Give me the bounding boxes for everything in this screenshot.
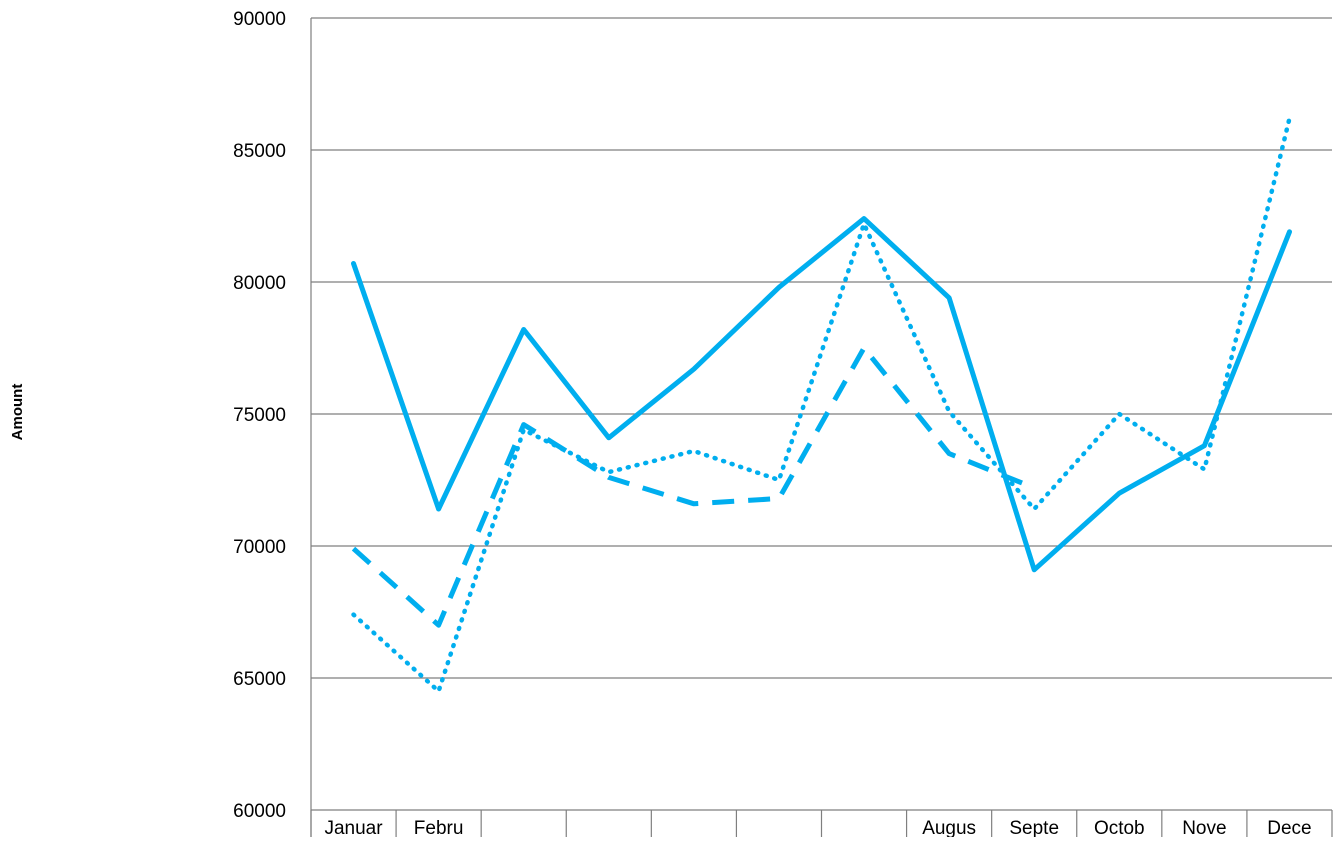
x-tick-label: Nove bbox=[1182, 818, 1226, 837]
y-tick-label: 80000 bbox=[233, 273, 286, 294]
y-tick-label: 75000 bbox=[233, 405, 286, 426]
x-tick-label: Febru bbox=[414, 818, 464, 837]
series-line-dotted bbox=[351, 116, 1292, 694]
y-tick-label: 85000 bbox=[233, 141, 286, 162]
y-tick-label: 60000 bbox=[233, 801, 286, 822]
axes bbox=[310, 18, 1333, 837]
series-line-dashed bbox=[351, 345, 1036, 628]
series-line-solid bbox=[351, 216, 1292, 573]
y-tick-label: 90000 bbox=[233, 9, 286, 30]
axis-labels: Amount 60000 65000 70000 75000 80000 85000 900… bbox=[9, 9, 1312, 839]
series-lines bbox=[351, 116, 1292, 694]
x-tick-label: Septe bbox=[1009, 818, 1059, 837]
y-axis-title: Amount bbox=[9, 384, 26, 441]
y-tick-label: 65000 bbox=[233, 669, 286, 690]
y-tick-label: 70000 bbox=[233, 537, 286, 558]
x-tick-label: Januar bbox=[324, 818, 383, 837]
x-tick-label: Augus bbox=[922, 818, 976, 837]
x-tick-label: Octob bbox=[1094, 818, 1145, 837]
x-tick-label: Dece bbox=[1267, 818, 1311, 837]
gridlines bbox=[311, 17, 1332, 811]
